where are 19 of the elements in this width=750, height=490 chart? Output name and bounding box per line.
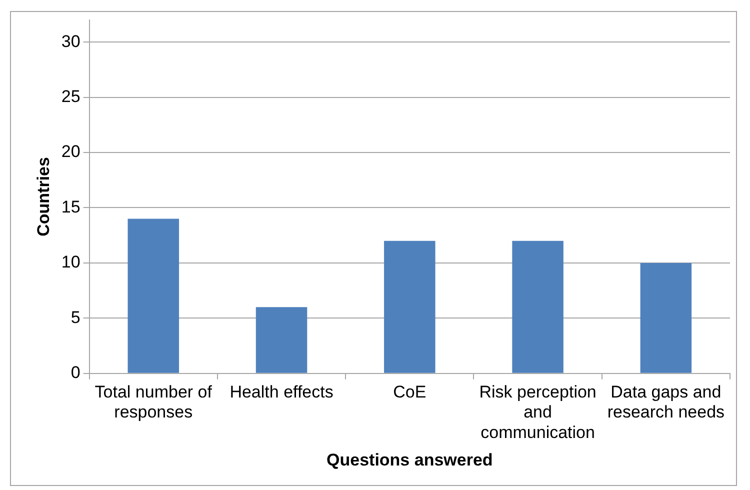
bar [640, 262, 692, 373]
x-tick-label: Health effects [230, 382, 334, 402]
y-tick-label: 25 [61, 86, 80, 106]
x-tick-label: CoE [393, 382, 426, 402]
bar [512, 240, 564, 373]
y-tick-label: 20 [61, 142, 80, 162]
y-tick-label: 30 [61, 32, 80, 51]
x-axis-title: Questions answered [326, 450, 493, 470]
y-tick-label: 0 [70, 363, 80, 382]
y-tick-label: 10 [61, 252, 80, 272]
bar [128, 218, 180, 373]
bar [256, 307, 308, 373]
y-tick-label: 5 [70, 308, 80, 327]
y-tick-label: 15 [61, 197, 80, 216]
y-axis-title: Countries [34, 157, 53, 236]
x-tick-label: Risk perception and communication [479, 382, 596, 442]
bar [384, 240, 436, 373]
x-tick-label: Total number of responses [94, 382, 212, 422]
x-tick-label: Data gaps and research needs [607, 382, 725, 422]
